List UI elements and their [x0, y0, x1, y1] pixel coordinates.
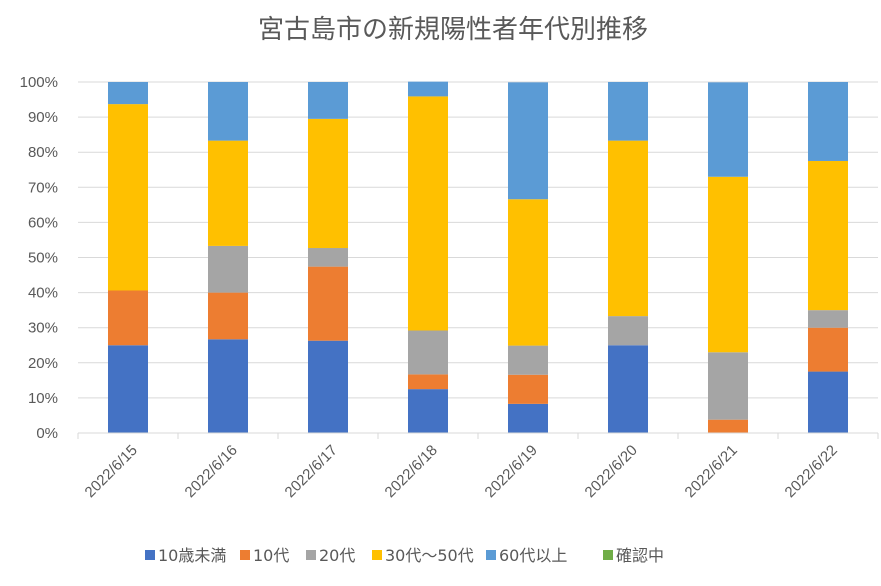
legend-label: 60代以上: [499, 546, 567, 565]
bar-stack: [808, 82, 848, 433]
legend-item: 20代: [306, 546, 355, 565]
legend-label: 20代: [319, 546, 355, 565]
legend-item: 10歳未満: [145, 546, 226, 565]
legend-swatch: [372, 550, 382, 560]
bar-segment: [208, 140, 248, 246]
bar-segment: [408, 96, 448, 331]
x-tick-label: 2022/6/19: [482, 442, 541, 501]
bar-segment: [308, 248, 348, 267]
x-tick-label: 2022/6/18: [382, 442, 441, 501]
bar-segment: [508, 345, 548, 375]
bar-segment: [508, 82, 548, 200]
bar-segment: [508, 374, 548, 404]
gridlines: [78, 81, 878, 399]
legend-label: 10代: [253, 546, 289, 565]
legend-label: 10歳未満: [158, 546, 226, 565]
bar-segment: [808, 310, 848, 328]
bar-stack: [208, 82, 248, 433]
bar-segment: [308, 118, 348, 249]
bar-segment: [208, 245, 248, 293]
bar-stack: [108, 82, 148, 433]
bar-stack: [308, 82, 348, 433]
bar-segment: [108, 82, 148, 105]
bar-segment: [608, 316, 648, 346]
bar-segment: [408, 330, 448, 375]
bar-segment: [108, 104, 148, 291]
bars: [108, 81, 848, 433]
bar-segment: [608, 345, 648, 433]
legend-swatch: [486, 550, 496, 560]
x-tick-label: 2022/6/17: [282, 442, 341, 501]
bar-segment: [808, 160, 848, 311]
legend-item: 30代～50代: [372, 546, 474, 565]
y-tick-label: 90%: [28, 109, 58, 126]
bar-stack: [708, 82, 748, 433]
bar-segment: [708, 419, 748, 433]
legend-item: 確認中: [603, 546, 664, 565]
bar-segment: [108, 345, 148, 433]
legend-label: 30代～50代: [385, 546, 474, 565]
legend-swatch: [306, 550, 316, 560]
bar-segment: [808, 82, 848, 161]
legend-swatch: [145, 550, 155, 560]
bar-segment: [708, 352, 748, 420]
bar-segment: [608, 82, 648, 141]
bar-segment: [508, 199, 548, 346]
y-tick-label: 20%: [28, 355, 58, 372]
bar-segment: [508, 403, 548, 433]
bar-segment: [308, 82, 348, 119]
x-tick-label: 2022/6/21: [682, 442, 741, 501]
bar-stack: [608, 82, 648, 433]
bar-segment: [608, 140, 648, 317]
y-tick-label: 60%: [28, 214, 58, 231]
legend-swatch: [603, 550, 613, 560]
legend: 10歳未満 10代 20代 30代～50代 60代以上 確認中: [145, 546, 664, 565]
y-tick-label: 40%: [28, 285, 58, 302]
y-tick-label: 0%: [36, 425, 58, 442]
bar-segment: [408, 81, 448, 97]
x-tick-label: 2022/6/16: [182, 442, 241, 501]
y-tick-label: 80%: [28, 144, 58, 161]
bar-segment: [408, 374, 448, 390]
y-tick-label: 10%: [28, 390, 58, 407]
bar-segment: [108, 290, 148, 346]
y-tick-label: 30%: [28, 320, 58, 337]
x-tick-label: 2022/6/22: [782, 442, 841, 501]
y-tick-label: 100%: [20, 74, 58, 91]
bar-segment: [708, 176, 748, 353]
bar-segment: [808, 371, 848, 433]
legend-swatch: [240, 550, 250, 560]
legend-label: 確認中: [616, 546, 664, 565]
x-tick-label: 2022/6/15: [82, 442, 141, 501]
x-tick-label: 2022/6/20: [582, 442, 641, 501]
bar-segment: [208, 292, 248, 340]
bar-segment: [308, 266, 348, 341]
chart-title: 宮古島市の新規陽性者年代別推移: [258, 15, 648, 45]
bar-segment: [708, 82, 748, 177]
y-tick-label: 50%: [28, 250, 58, 267]
legend-item: 60代以上: [486, 546, 567, 565]
y-tick-label: 70%: [28, 179, 58, 196]
bar-segment: [208, 82, 248, 141]
y-axis: 0% 10% 20% 30% 40% 50% 60% 70% 80% 90% 100%: [20, 74, 58, 442]
bar-segment: [408, 389, 448, 433]
bar-segment: [808, 327, 848, 372]
bar-segment: [308, 340, 348, 433]
bar-segment: [208, 339, 248, 433]
bar-stack: [508, 82, 548, 433]
legend-item: 10代: [240, 546, 289, 565]
x-axis: 2022/6/15 2022/6/16 2022/6/17 2022/6/18 2022…: [77, 432, 879, 501]
bar-stack: [408, 81, 448, 433]
